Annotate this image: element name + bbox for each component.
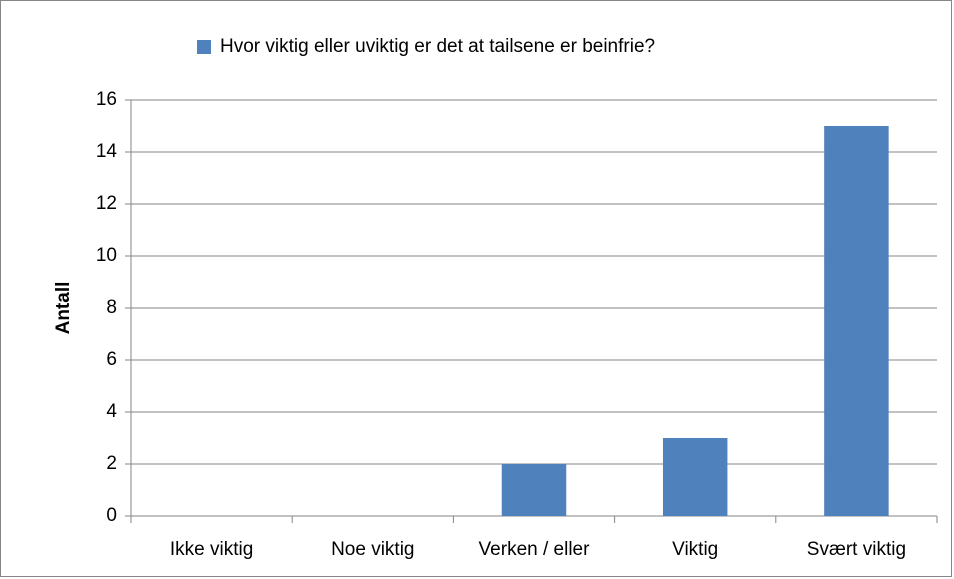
y-axis-label: Antall [53, 282, 74, 335]
legend-label: Hvor viktig eller uviktig er det at tail… [220, 36, 655, 57]
y-tick-label: 6 [106, 349, 117, 370]
y-tick-label: 16 [96, 89, 117, 110]
x-tick-label: Ikke viktig [170, 539, 253, 560]
bar [824, 126, 889, 516]
y-tick-label: 2 [106, 453, 117, 474]
y-tick-label: 12 [96, 193, 117, 214]
y-tick-label: 8 [106, 297, 117, 318]
x-tick-label: Svært viktig [807, 539, 906, 560]
y-tick-label: 10 [96, 245, 117, 266]
bar [501, 464, 567, 516]
bar [662, 438, 728, 516]
x-tick-label: Viktig [672, 539, 718, 560]
y-tick-label: 4 [106, 401, 117, 422]
legend-swatch [197, 40, 211, 54]
y-tick-label: 0 [106, 505, 117, 526]
y-tick-label: 14 [96, 141, 118, 162]
x-tick-label: Noe viktig [331, 539, 414, 560]
x-tick-label: Verken / eller [479, 539, 591, 560]
